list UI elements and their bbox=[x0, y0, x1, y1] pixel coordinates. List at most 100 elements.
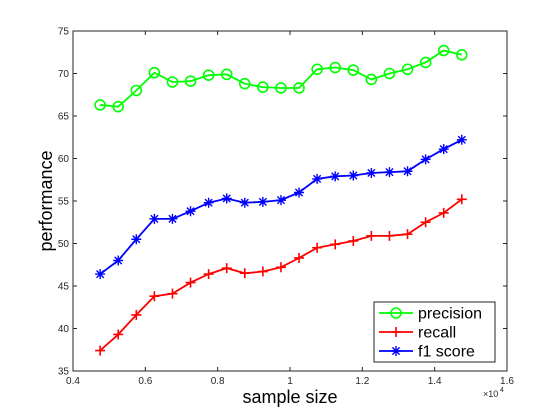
data-point bbox=[95, 269, 106, 280]
data-point bbox=[293, 82, 305, 94]
data-point bbox=[438, 207, 449, 218]
data-point bbox=[366, 230, 377, 241]
data-point bbox=[420, 217, 431, 228]
x-tick-label: 1.6 bbox=[500, 376, 514, 387]
series-precision bbox=[94, 44, 468, 113]
data-point bbox=[203, 269, 214, 280]
data-point bbox=[113, 255, 124, 266]
data-point bbox=[402, 229, 413, 240]
data-point bbox=[456, 194, 467, 205]
data-point bbox=[384, 167, 395, 178]
data-point bbox=[148, 66, 161, 79]
data-point bbox=[221, 193, 232, 204]
data-point bbox=[149, 213, 160, 224]
y-tick-label: 65 bbox=[58, 112, 70, 123]
data-point bbox=[384, 230, 395, 241]
data-point bbox=[239, 197, 250, 208]
data-point bbox=[455, 48, 468, 61]
data-point bbox=[94, 99, 106, 111]
data-point bbox=[312, 242, 323, 253]
data-point bbox=[184, 75, 197, 87]
legend-item: recall bbox=[379, 325, 456, 342]
data-point bbox=[347, 64, 360, 76]
data-point bbox=[383, 67, 396, 80]
data-point bbox=[311, 63, 323, 76]
x-exponent-label: ×10 bbox=[483, 389, 498, 399]
data-point bbox=[220, 68, 233, 81]
data-point bbox=[348, 235, 359, 246]
data-point bbox=[131, 309, 142, 320]
data-point bbox=[221, 263, 232, 274]
data-point bbox=[401, 63, 414, 76]
data-point bbox=[390, 307, 402, 319]
data-point bbox=[149, 291, 160, 302]
x-tick-label: 0.8 bbox=[211, 376, 225, 387]
data-point bbox=[294, 252, 305, 263]
data-point bbox=[185, 277, 196, 288]
x-tick-label: 0.6 bbox=[138, 376, 152, 387]
legend-label: recall bbox=[418, 325, 456, 342]
y-tick-label: 60 bbox=[58, 154, 70, 165]
series-recall bbox=[95, 194, 467, 356]
legend-item: f1 score bbox=[379, 344, 475, 361]
data-point bbox=[275, 82, 287, 94]
data-point bbox=[238, 77, 251, 90]
data-point bbox=[167, 213, 178, 224]
data-point bbox=[185, 206, 196, 217]
data-point bbox=[257, 266, 268, 277]
data-point bbox=[95, 345, 106, 356]
data-point bbox=[239, 268, 250, 279]
x-tick-label: 1.2 bbox=[355, 376, 369, 387]
data-point bbox=[312, 173, 323, 184]
x-exponent-power: 4 bbox=[500, 387, 504, 394]
legend-label: precision bbox=[418, 306, 482, 323]
data-point bbox=[167, 288, 178, 299]
x-tick-label: 0.4 bbox=[66, 376, 80, 387]
x-tick-label: 1.4 bbox=[428, 376, 442, 387]
y-axis-label: performance bbox=[36, 150, 56, 251]
data-point bbox=[419, 56, 432, 69]
y-tick-label: 75 bbox=[58, 27, 70, 38]
data-point bbox=[391, 346, 401, 356]
data-point bbox=[348, 170, 359, 181]
series-line bbox=[100, 49, 463, 108]
y-tick-label: 35 bbox=[58, 367, 70, 378]
data-point bbox=[438, 144, 449, 155]
y-tick-label: 50 bbox=[58, 239, 70, 250]
series-f1-score bbox=[95, 134, 467, 280]
data-point bbox=[294, 187, 305, 198]
y-tick-label: 70 bbox=[58, 69, 70, 80]
data-point bbox=[257, 196, 268, 207]
series-layer bbox=[94, 44, 468, 356]
data-point bbox=[275, 262, 286, 273]
data-point bbox=[130, 84, 143, 97]
data-point bbox=[166, 76, 179, 88]
data-point bbox=[456, 134, 467, 145]
x-tick-label: 1 bbox=[287, 376, 293, 387]
data-point bbox=[366, 167, 377, 178]
x-axis-label: sample size bbox=[242, 387, 337, 407]
data-point bbox=[391, 327, 401, 337]
data-point bbox=[402, 166, 413, 177]
legend-item: precision bbox=[379, 306, 482, 323]
data-point bbox=[257, 81, 269, 93]
data-point bbox=[329, 61, 342, 74]
data-point bbox=[203, 197, 214, 208]
axis-ticks: 0.4 0.6 0.8 1 1.2 1.4 1.6 35 40 45 50 55 60 65 70 75 bbox=[58, 27, 515, 388]
data-point bbox=[202, 69, 215, 81]
data-point bbox=[437, 44, 450, 57]
data-point bbox=[275, 195, 286, 206]
data-point bbox=[330, 171, 341, 182]
data-point bbox=[112, 100, 125, 113]
data-point bbox=[330, 239, 341, 250]
legend-label: f1 score bbox=[418, 344, 475, 361]
y-tick-label: 45 bbox=[58, 282, 70, 293]
y-tick-label: 40 bbox=[58, 324, 70, 335]
legend: precision recall f1 score bbox=[373, 301, 496, 363]
data-point bbox=[131, 234, 142, 245]
data-point bbox=[365, 73, 378, 86]
y-tick-label: 55 bbox=[58, 197, 70, 208]
data-point bbox=[113, 329, 124, 340]
data-point bbox=[420, 154, 431, 165]
